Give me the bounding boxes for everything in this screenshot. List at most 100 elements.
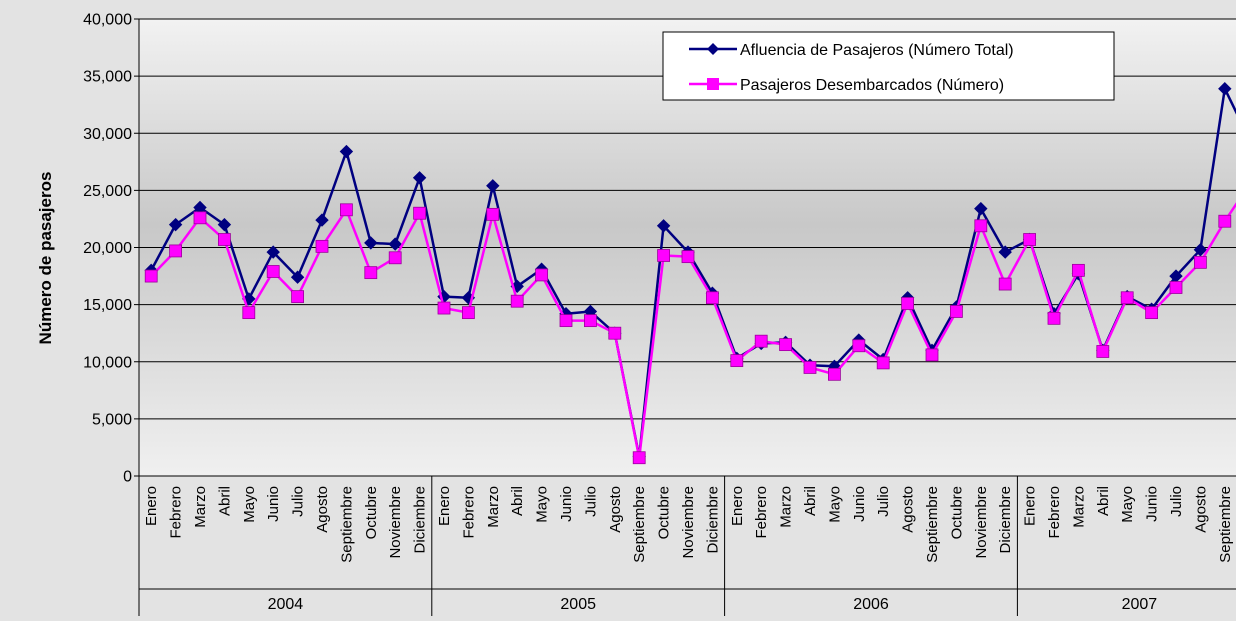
- x-tick-label: Diciembre: [412, 486, 429, 554]
- data-point-square: [486, 207, 500, 221]
- x-tick-label: Febrero: [168, 486, 185, 539]
- data-point-square: [242, 306, 256, 320]
- data-point-square: [681, 250, 695, 264]
- x-tick-label: Marzo: [1070, 486, 1087, 528]
- y-axis-title: Número de pasajeros: [36, 172, 55, 345]
- year-label: 2007: [1122, 596, 1158, 613]
- x-tick-label: Enero: [143, 486, 160, 526]
- x-tick-label: Septiembre: [1217, 486, 1234, 563]
- data-point-square: [828, 367, 841, 381]
- x-tick-label: Marzo: [778, 486, 795, 528]
- legend-label: Afluencia de Pasajeros (Número Total): [740, 42, 1014, 59]
- x-tick-label: Octubre: [948, 486, 965, 539]
- x-tick-label: Febrero: [460, 486, 477, 539]
- series-line-2: [150, 202, 1236, 459]
- y-tick-label: 10,000: [83, 354, 132, 371]
- data-point-diamond: [974, 201, 988, 216]
- data-point-square: [388, 251, 402, 265]
- x-tick-label: Enero: [1022, 486, 1039, 526]
- y-tick-label: 30,000: [83, 126, 132, 143]
- y-tick-label: 0: [123, 469, 132, 486]
- data-point-diamond: [339, 144, 354, 159]
- y-tick-label: 15,000: [83, 297, 132, 314]
- data-point-square: [413, 206, 427, 220]
- data-point-square: [803, 361, 817, 374]
- x-tick-label: Abril: [216, 486, 233, 516]
- data-point-square: [315, 239, 329, 253]
- x-tick-label: Mayo: [534, 486, 551, 523]
- data-point-square: [1096, 345, 1110, 358]
- x-tick-label: Noviembre: [973, 486, 990, 559]
- data-point-square: [535, 268, 548, 282]
- x-tick-label: Agosto: [1192, 486, 1209, 533]
- data-point-square: [1145, 306, 1158, 320]
- data-point-diamond: [388, 237, 402, 251]
- data-point-square: [1194, 255, 1207, 269]
- data-point-square: [1218, 214, 1232, 228]
- data-point-square: [461, 306, 475, 320]
- legend-marker-diamond: [707, 43, 719, 55]
- x-tick-label: Diciembre: [997, 486, 1014, 554]
- x-tick-label: Noviembre: [680, 486, 697, 559]
- series-layer: [144, 81, 1236, 465]
- x-tick-label: Agosto: [607, 486, 624, 533]
- x-tick-label: Febrero: [1046, 486, 1063, 539]
- data-point-square: [901, 297, 914, 310]
- data-point-diamond: [656, 219, 671, 233]
- x-tick-label: Noviembre: [387, 486, 404, 559]
- x-tick-label: Junio: [558, 486, 575, 522]
- data-point-diamond: [1193, 243, 1208, 257]
- data-point-square: [950, 305, 963, 318]
- data-point-square: [754, 334, 768, 348]
- data-point-square: [437, 301, 451, 315]
- x-tick-label: Abril: [802, 486, 819, 516]
- x-tick-label: Mayo: [1119, 486, 1136, 523]
- x-tick-label: Julio: [1168, 486, 1185, 517]
- data-point-square: [169, 244, 183, 258]
- x-tick-label: Septiembre: [631, 486, 648, 563]
- data-point-diamond: [412, 171, 427, 185]
- x-tick-label: Agosto: [900, 486, 917, 533]
- data-point-square: [584, 314, 597, 328]
- data-point-square: [559, 314, 573, 328]
- x-tick-label: Mayo: [826, 486, 843, 523]
- year-label: 2004: [268, 596, 304, 613]
- data-point-square: [144, 269, 158, 283]
- data-point-square: [608, 326, 622, 340]
- data-point-diamond: [217, 217, 232, 232]
- y-tick-label: 20,000: [83, 240, 132, 257]
- axis-layer: 0 5,000 10,000 15,000 20,000 25,000 30,000 35,0…: [83, 12, 1236, 616]
- data-point-square: [1120, 291, 1134, 305]
- x-tick-label: Febrero: [753, 486, 770, 539]
- data-point-square: [510, 294, 524, 308]
- x-tick-label: Junio: [1144, 486, 1161, 522]
- data-point-square: [1169, 281, 1183, 294]
- y-tick-label: 25,000: [83, 183, 132, 200]
- y-tick-label: 35,000: [83, 69, 132, 86]
- x-tick-label: Octubre: [363, 486, 380, 539]
- data-point-square: [852, 339, 866, 353]
- x-tick-label: Marzo: [485, 486, 502, 528]
- data-point-square: [193, 211, 207, 225]
- data-point-square: [925, 348, 939, 362]
- legend: Afluencia de Pasajeros (Número Total) Pas…: [662, 31, 1115, 101]
- x-tick-label: Julio: [875, 486, 892, 517]
- y-tick-label: 5,000: [92, 411, 132, 428]
- x-tick-label: Enero: [729, 486, 746, 526]
- x-tick-label: Agosto: [314, 486, 331, 533]
- data-point-square: [364, 266, 378, 280]
- x-tick-label: Octubre: [656, 486, 673, 539]
- x-tick-label: Abril: [1095, 486, 1112, 516]
- data-point-square: [657, 249, 670, 262]
- legend-label: Pasajeros Desembarcados (Número): [740, 77, 1004, 94]
- x-tick-label: Junio: [265, 486, 282, 522]
- data-point-square: [779, 338, 792, 352]
- legend-marker-square: [707, 78, 719, 90]
- data-point-square: [1072, 263, 1085, 277]
- data-point-square: [998, 277, 1012, 291]
- x-tick-label: Septiembre: [924, 486, 941, 563]
- data-point-square: [291, 290, 305, 304]
- data-point-diamond: [1218, 81, 1232, 96]
